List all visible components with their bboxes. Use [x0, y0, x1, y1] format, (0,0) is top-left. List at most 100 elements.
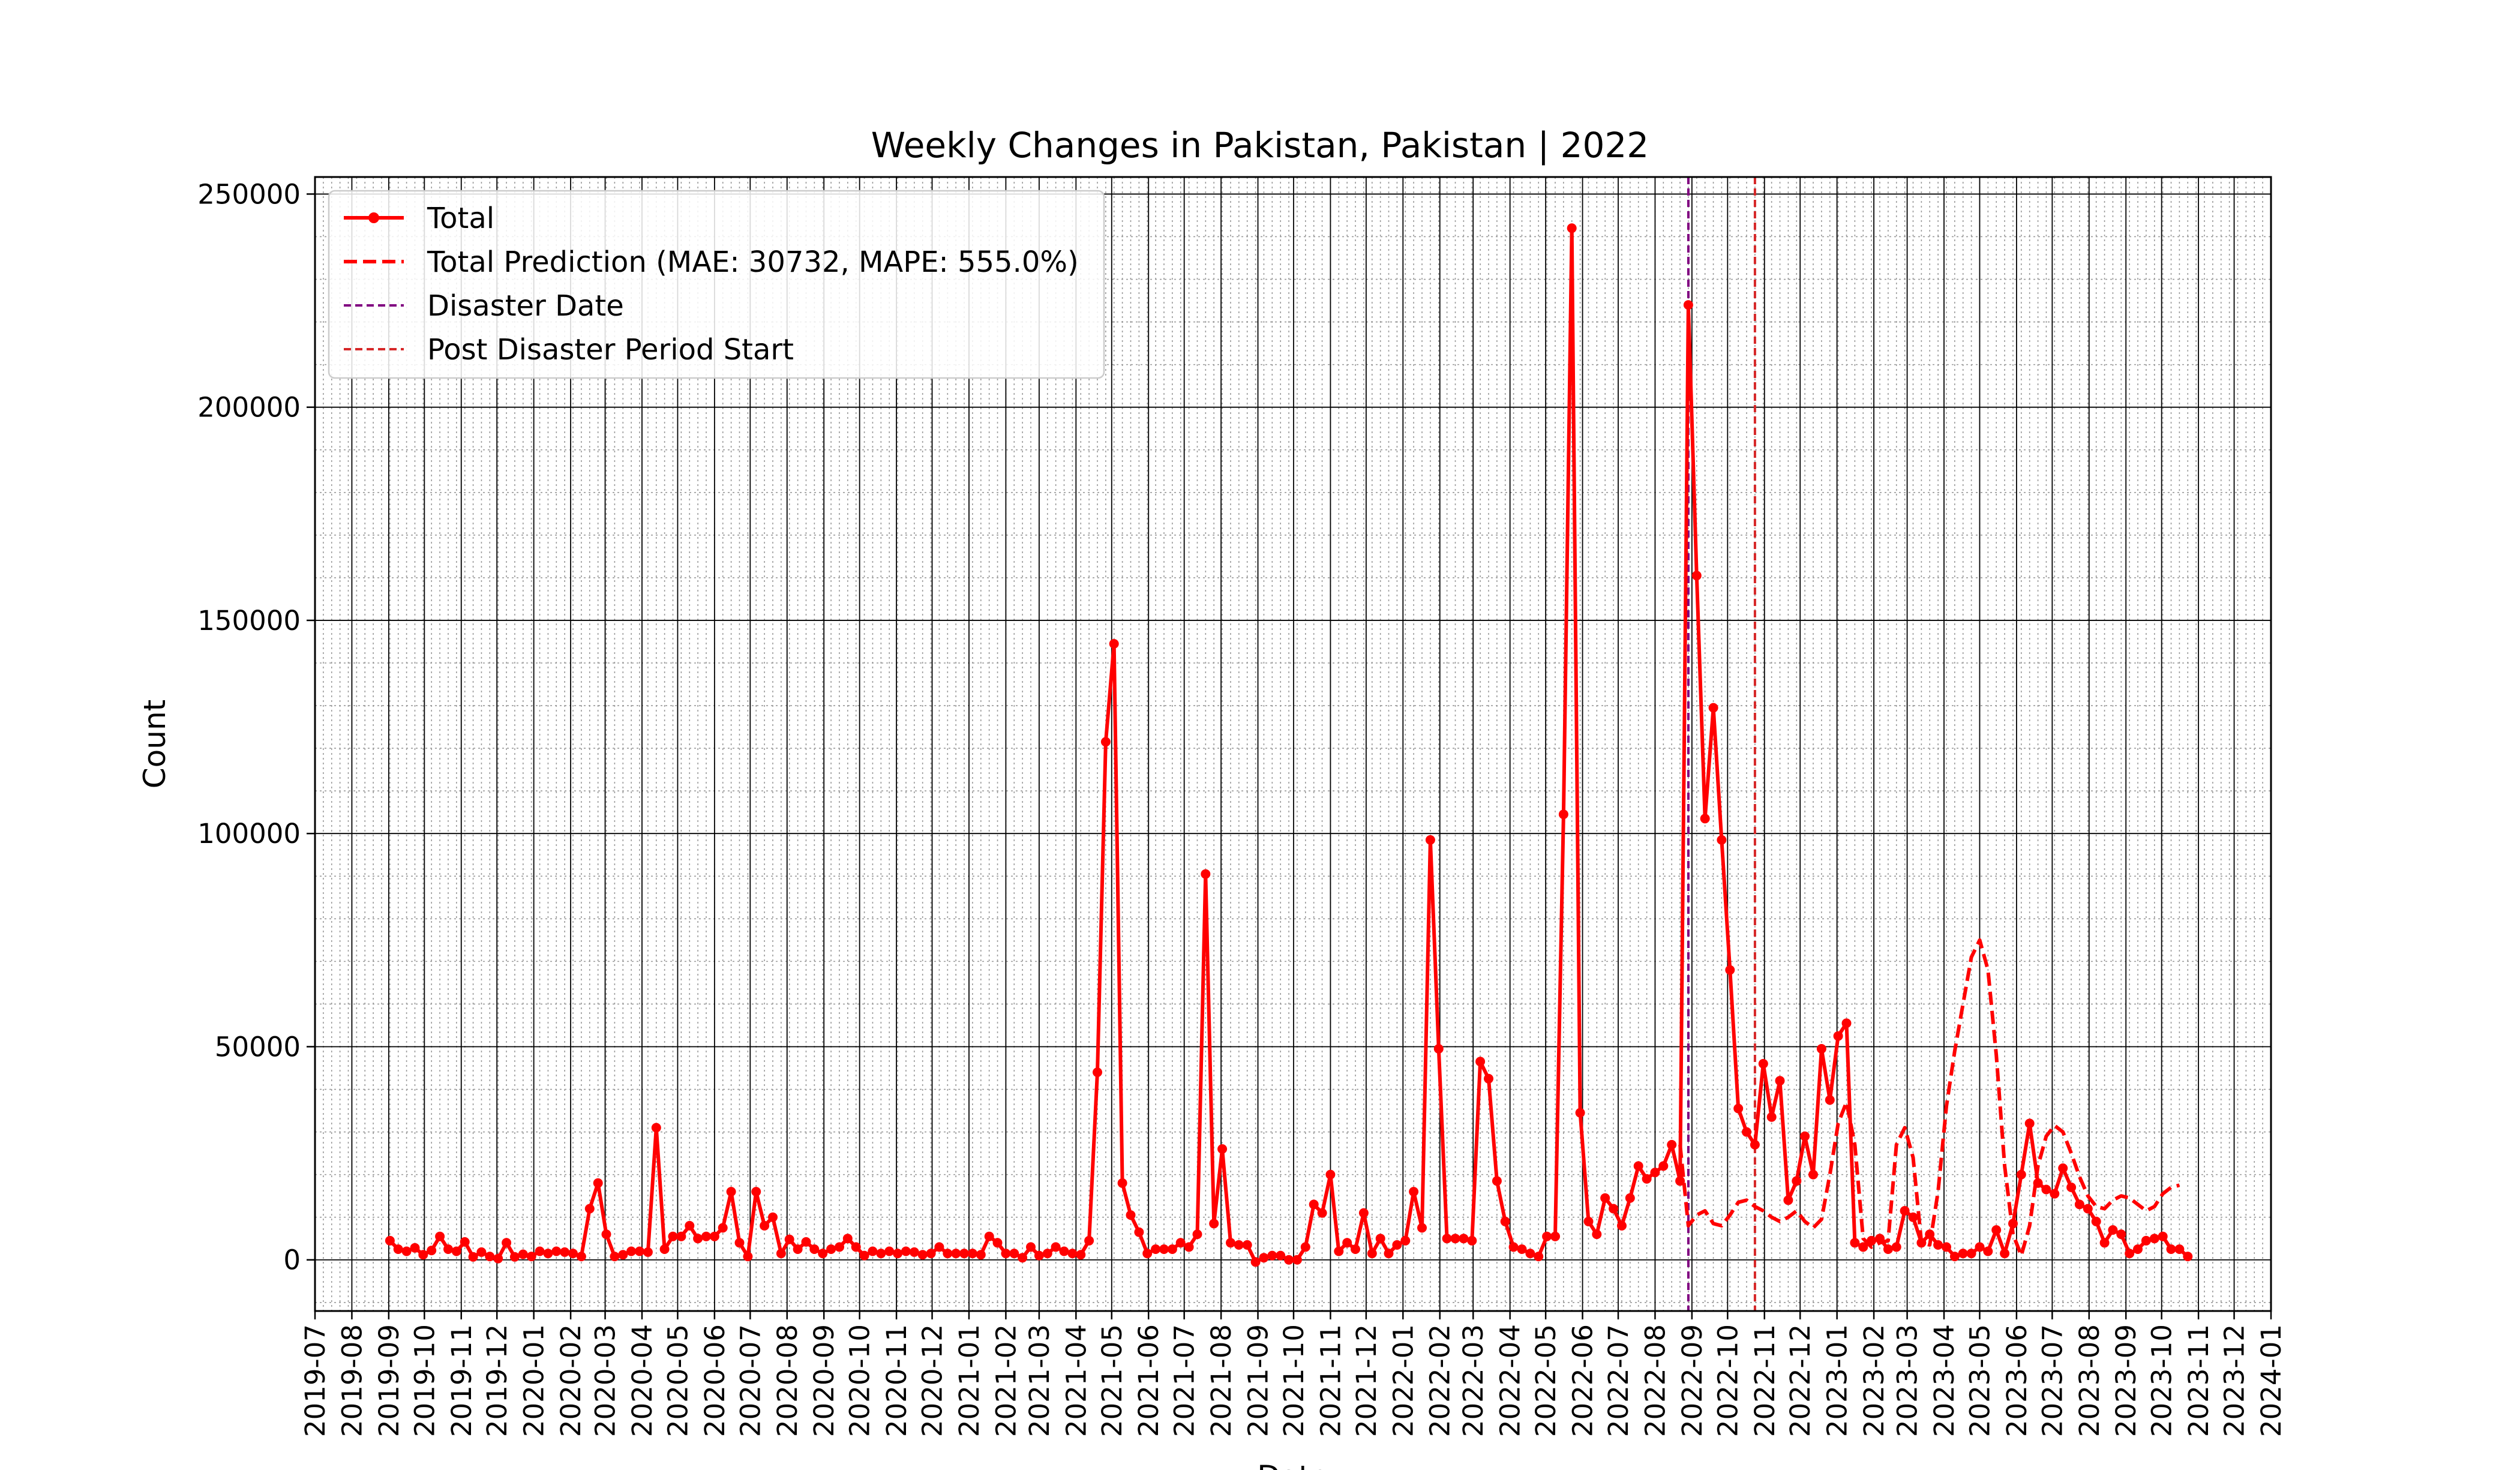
total-point	[1933, 1240, 1943, 1250]
x-tick-label: 2019-11	[446, 1324, 478, 1437]
total-point	[1076, 1250, 1086, 1260]
x-tick-label: 2023-10	[2146, 1324, 2178, 1437]
total-point	[1100, 737, 1111, 747]
y-tick-label: 0	[283, 1244, 301, 1276]
total-point	[1617, 1220, 1627, 1231]
x-tick-label: 2021-04	[1060, 1324, 1092, 1437]
total-point	[2125, 1249, 2135, 1259]
x-tick-label: 2020-01	[518, 1324, 550, 1437]
total-point	[1159, 1244, 1169, 1254]
total-point	[909, 1247, 919, 1257]
total-point	[1392, 1240, 1402, 1250]
total-point	[1691, 571, 1702, 581]
total-point	[2141, 1235, 2151, 1246]
total-point	[476, 1247, 487, 1257]
total-point	[1949, 1252, 1960, 1262]
total-point	[543, 1249, 553, 1259]
x-tick-label: 2019-08	[336, 1324, 368, 1437]
total-point	[1758, 1058, 1768, 1069]
total-point	[1891, 1242, 1901, 1252]
total-point	[934, 1242, 944, 1252]
x-tick-label: 2024-01	[2255, 1324, 2287, 1437]
total-point	[685, 1220, 695, 1231]
total-point	[1900, 1206, 1910, 1216]
total-point	[1750, 1139, 1760, 1150]
total-point	[967, 1249, 977, 1259]
total-point	[1500, 1216, 1510, 1226]
total-point	[2074, 1199, 2084, 1210]
total-point	[1334, 1246, 1344, 1256]
total-point	[2050, 1189, 2060, 1199]
total-point	[1342, 1238, 1352, 1248]
x-tick-label: 2020-10	[844, 1324, 876, 1437]
x-tick-label: 2023-03	[1892, 1324, 1924, 1437]
total-point	[2033, 1178, 2043, 1188]
total-point	[668, 1231, 678, 1241]
total-point	[1658, 1161, 1669, 1171]
total-point	[601, 1229, 611, 1240]
total-point	[1567, 223, 1577, 233]
x-tick-label: 2023-07	[2036, 1324, 2068, 1437]
prediction-series	[1678, 938, 2180, 1258]
total-point	[1001, 1249, 1011, 1259]
total-point	[1517, 1244, 1527, 1254]
total-point	[1633, 1161, 1643, 1171]
total-point	[618, 1250, 628, 1260]
x-tick-label: 2020-08	[772, 1324, 803, 1437]
total-point	[1142, 1249, 1153, 1259]
legend-marker-total	[368, 212, 379, 223]
total-point	[1650, 1168, 1660, 1178]
total-point	[1942, 1242, 1951, 1252]
total-point	[1184, 1242, 1194, 1252]
total-point	[1059, 1246, 1069, 1256]
x-tick-label: 2021-09	[1243, 1324, 1274, 1437]
x-tick-label: 2022-02	[1424, 1324, 1456, 1437]
total-point	[443, 1244, 453, 1254]
x-tick-label: 2022-01	[1387, 1324, 1419, 1437]
x-tick-label: 2019-10	[409, 1324, 440, 1437]
legend-label-prediction: Total Prediction (MAE: 30732, MAPE: 555.…	[427, 245, 1079, 279]
total-point	[2066, 1182, 2077, 1192]
total-point	[2166, 1244, 2176, 1254]
x-tick-label: 2021-05	[1096, 1324, 1128, 1437]
x-tick-label: 2021-02	[990, 1324, 1022, 1437]
x-tick-label: 2023-05	[1964, 1324, 1996, 1437]
x-tick-label: 2023-11	[2183, 1324, 2215, 1437]
total-point	[1242, 1240, 1252, 1250]
total-point	[835, 1242, 844, 1252]
total-point	[2116, 1229, 2126, 1240]
x-tick-label: 2022-10	[1712, 1324, 1744, 1437]
total-point	[1700, 814, 1710, 824]
total-point	[984, 1231, 994, 1241]
total-point	[1384, 1249, 1394, 1259]
x-tick-label: 2019-09	[373, 1324, 405, 1437]
total-point	[693, 1234, 703, 1244]
total-series	[385, 223, 2193, 1267]
total-point	[726, 1187, 736, 1197]
total-point	[1276, 1250, 1286, 1261]
total-point	[1558, 809, 1568, 820]
total-point	[493, 1253, 503, 1264]
total-point	[1575, 1108, 1585, 1118]
x-tick-label: 2019-12	[481, 1324, 513, 1437]
total-point	[1592, 1229, 1602, 1240]
total-point	[393, 1244, 403, 1254]
x-tick-label: 2021-03	[1024, 1324, 1055, 1437]
total-point	[1009, 1249, 1019, 1259]
total-point	[1018, 1253, 1028, 1263]
total-point	[2041, 1184, 2051, 1195]
total-point	[2133, 1244, 2143, 1254]
x-tick-label: 2020-12	[917, 1324, 949, 1437]
total-point	[743, 1252, 753, 1262]
total-point	[2099, 1238, 2110, 1248]
total-point	[518, 1249, 528, 1259]
total-point	[1792, 1176, 1802, 1186]
total-point	[826, 1244, 836, 1254]
total-point	[1783, 1195, 1793, 1205]
total-point	[468, 1252, 478, 1262]
total-point	[1966, 1249, 1976, 1259]
total-point	[801, 1237, 811, 1247]
x-tick-label: 2022-06	[1567, 1324, 1599, 1437]
total-point	[1550, 1231, 1560, 1241]
total-point	[1708, 703, 1718, 713]
